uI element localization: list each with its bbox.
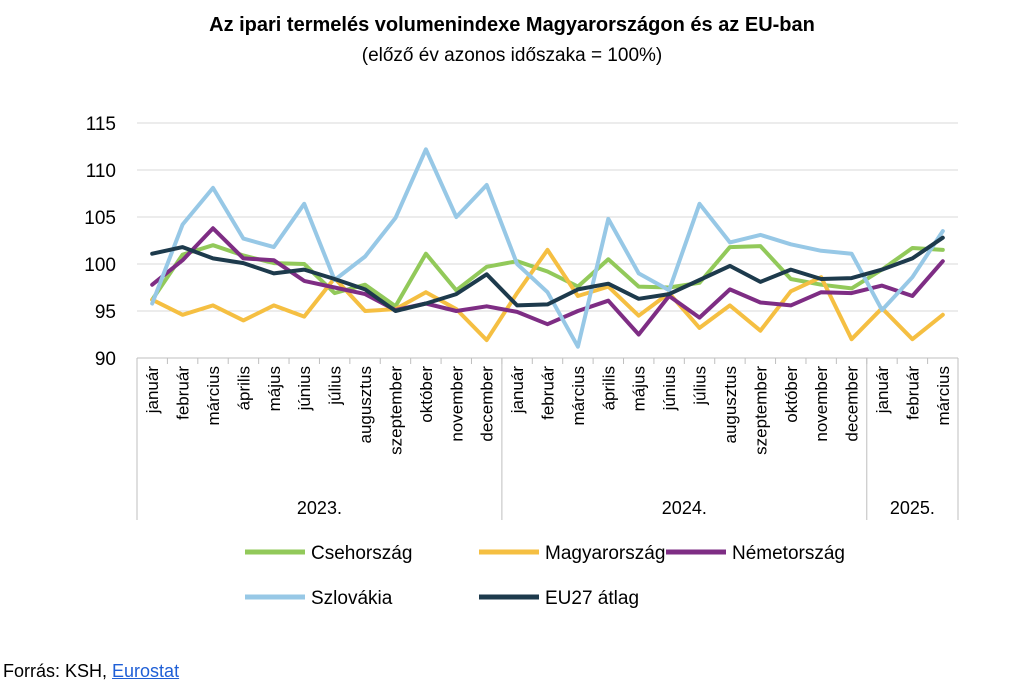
x-tick-label: május bbox=[630, 366, 649, 411]
x-tick-label: december bbox=[843, 366, 862, 442]
x-tick-label: december bbox=[478, 366, 497, 442]
x-tick-label: július bbox=[326, 366, 345, 406]
y-tick-label: 105 bbox=[84, 208, 116, 229]
x-tick-label: március bbox=[569, 366, 588, 426]
x-tick-label: november bbox=[812, 366, 831, 442]
legend-label-1: Magyarország bbox=[545, 543, 665, 564]
year-group-label: 2024. bbox=[662, 498, 707, 518]
y-tick-label: 100 bbox=[84, 255, 116, 276]
x-tick-label: január bbox=[508, 366, 527, 415]
x-tick-label: január bbox=[143, 366, 162, 415]
chart-subtitle: (előző év azonos időszaka = 100%) bbox=[361, 45, 663, 66]
x-tick-label: február bbox=[903, 366, 922, 420]
x-tick-label: július bbox=[691, 366, 710, 406]
x-tick-label: augusztus bbox=[356, 366, 375, 444]
x-tick-label: augusztus bbox=[721, 366, 740, 444]
x-tick-label: október bbox=[417, 366, 436, 423]
series-line-2 bbox=[150, 226, 945, 337]
year-group-label: 2023. bbox=[297, 498, 342, 518]
series-line-1 bbox=[150, 247, 945, 343]
x-tick-label: március bbox=[934, 366, 953, 426]
legend-label-0: Csehország bbox=[311, 543, 412, 564]
y-tick-label: 115 bbox=[86, 114, 116, 135]
x-tick-label: február bbox=[539, 366, 558, 420]
x-tick-label: január bbox=[873, 366, 892, 415]
x-tick-label: április bbox=[599, 366, 618, 410]
legend-label-2: Németország bbox=[732, 543, 845, 564]
chart-title: Az ipari termelés volumenindexe Magyaror… bbox=[209, 14, 815, 36]
series-line-3 bbox=[150, 147, 945, 349]
line-chart: 90 95 100 105 110 115 január február március ápri… bbox=[84, 114, 959, 609]
series-line-4 bbox=[150, 235, 945, 313]
x-tick-label: február bbox=[174, 366, 193, 420]
y-tick-label: 110 bbox=[86, 161, 116, 182]
x-tick-label: szeptember bbox=[386, 366, 405, 455]
x-tick-label: szeptember bbox=[751, 366, 770, 455]
legend-label-3: Szlovákia bbox=[311, 588, 393, 609]
x-tick-label: június bbox=[295, 366, 314, 411]
legend-label-4: EU27 átlag bbox=[545, 588, 639, 609]
y-tick-label: 90 bbox=[95, 349, 116, 370]
y-tick-label: 95 bbox=[95, 302, 116, 323]
x-tick-label: november bbox=[447, 366, 466, 442]
year-group-label: 2025. bbox=[890, 498, 935, 518]
x-tick-label: május bbox=[265, 366, 284, 411]
x-tick-label: június bbox=[660, 366, 679, 411]
source-prefix: Forrás: KSH, bbox=[3, 661, 113, 681]
eurostat-link[interactable]: Eurostat bbox=[112, 661, 180, 681]
source-note: Forrás: KSH, Eurostat bbox=[3, 661, 179, 682]
series-line-0 bbox=[150, 243, 945, 309]
x-tick-label: október bbox=[782, 366, 801, 423]
x-tick-label: március bbox=[204, 366, 223, 426]
x-tick-label: április bbox=[234, 366, 253, 410]
